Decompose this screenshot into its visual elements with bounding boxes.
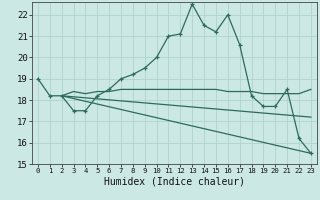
X-axis label: Humidex (Indice chaleur): Humidex (Indice chaleur) — [104, 177, 245, 187]
